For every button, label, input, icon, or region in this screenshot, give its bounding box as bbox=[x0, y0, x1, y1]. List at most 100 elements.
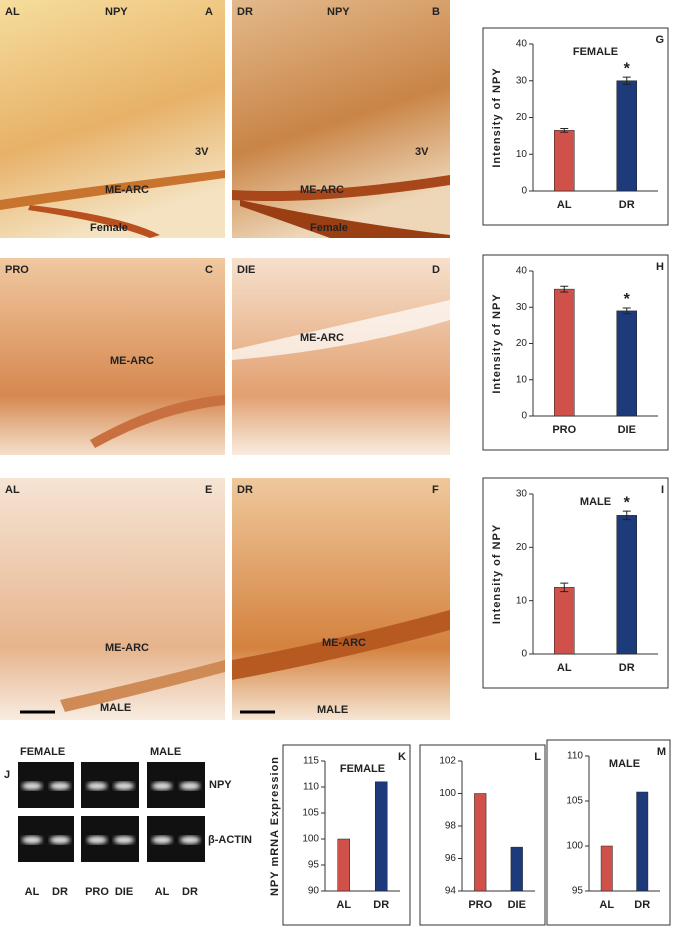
y-tick-label: 110 bbox=[303, 782, 319, 793]
y-tick-label: 110 bbox=[567, 751, 583, 762]
y-axis-label: NPY mRNA Expression bbox=[269, 756, 281, 896]
annotation: * bbox=[624, 494, 631, 511]
micrograph bbox=[232, 258, 450, 455]
annotation: * bbox=[624, 291, 631, 308]
y-axis-label: Intensity of NPY bbox=[491, 524, 503, 624]
panel-letter: H bbox=[656, 261, 664, 273]
y-tick-label: 105 bbox=[302, 808, 319, 819]
panel-letter: I bbox=[661, 484, 664, 496]
micrographs bbox=[0, 0, 450, 720]
micrograph-label: Female bbox=[90, 222, 128, 234]
y-tick-label: 30 bbox=[516, 302, 528, 313]
x-tick-label: AL bbox=[557, 199, 572, 211]
lane-label: DR bbox=[52, 886, 68, 898]
micrograph-label: ME-ARC bbox=[105, 642, 149, 654]
y-tick-label: 10 bbox=[516, 595, 528, 606]
x-tick-label: PRO bbox=[552, 424, 576, 436]
micrograph-label: AL bbox=[5, 484, 20, 496]
bar bbox=[554, 587, 575, 655]
lane-label: AL bbox=[25, 886, 40, 898]
gel-band bbox=[50, 782, 70, 790]
chart-title: FEMALE bbox=[573, 46, 618, 58]
y-tick-label: 94 bbox=[445, 886, 457, 897]
y-tick-label: 0 bbox=[521, 186, 527, 197]
bar bbox=[554, 288, 575, 417]
micrograph-label: MALE bbox=[100, 702, 131, 714]
y-tick-label: 98 bbox=[445, 821, 457, 832]
micrograph-label: F bbox=[432, 484, 439, 496]
micrograph-label: MALE bbox=[317, 704, 348, 716]
micrograph-label: Female bbox=[310, 222, 348, 234]
micrograph-label: ME-ARC bbox=[300, 184, 344, 196]
y-tick-label: 40 bbox=[516, 266, 528, 277]
micrograph-label: AL bbox=[5, 6, 20, 18]
error-bar bbox=[560, 582, 569, 593]
tissue-edge bbox=[28, 205, 160, 238]
micrograph bbox=[0, 258, 225, 455]
y-axis-label: Intensity of NPY bbox=[491, 67, 503, 167]
chart-frame bbox=[482, 477, 669, 689]
x-tick-label: DR bbox=[373, 899, 389, 911]
gel-band bbox=[50, 836, 70, 844]
gel-group: MALE bbox=[150, 746, 181, 758]
y-tick-label: 20 bbox=[516, 542, 528, 553]
chart-frame bbox=[482, 27, 669, 226]
panel-letter: L bbox=[534, 751, 541, 763]
lane-label: DR bbox=[182, 886, 198, 898]
y-tick-label: 40 bbox=[516, 39, 528, 50]
error-bar bbox=[622, 307, 631, 315]
micrograph-label: 3V bbox=[195, 146, 209, 158]
panel-letter: M bbox=[657, 746, 666, 758]
chart-title: FEMALE bbox=[340, 763, 385, 775]
chart-frame bbox=[546, 739, 671, 926]
micrograph bbox=[232, 478, 450, 720]
tissue-edge bbox=[90, 395, 225, 448]
y-tick-label: 100 bbox=[302, 834, 319, 845]
y-tick-label: 10 bbox=[516, 149, 528, 160]
error-bar bbox=[560, 285, 569, 293]
y-tick-label: 95 bbox=[308, 860, 320, 871]
micrograph-label: B bbox=[432, 6, 440, 18]
x-tick-label: DIE bbox=[618, 424, 636, 436]
gel-band bbox=[152, 836, 172, 844]
bar bbox=[337, 838, 350, 892]
gel-band bbox=[180, 836, 200, 844]
micrograph-label: ME-ARC bbox=[105, 184, 149, 196]
y-tick-label: 95 bbox=[572, 886, 584, 897]
y-tick-label: 115 bbox=[303, 756, 319, 767]
micrograph-label: E bbox=[205, 484, 212, 496]
gel-group: FEMALE bbox=[20, 746, 65, 758]
y-tick-label: 100 bbox=[566, 841, 583, 852]
error-bar bbox=[622, 510, 631, 521]
gel-band bbox=[87, 782, 107, 790]
tissue-edge bbox=[60, 660, 225, 712]
tissue-edge bbox=[240, 200, 450, 238]
gel-gene: NPY bbox=[209, 779, 232, 791]
gel-band bbox=[22, 782, 42, 790]
panel-letter: K bbox=[398, 751, 406, 763]
y-tick-label: 102 bbox=[439, 756, 456, 767]
y-tick-label: 10 bbox=[516, 374, 528, 385]
panel-letter: G bbox=[655, 34, 664, 46]
tissue-edge bbox=[0, 170, 225, 210]
annotation: * bbox=[624, 60, 631, 77]
x-tick-label: AL bbox=[557, 662, 572, 674]
gel-band bbox=[180, 782, 200, 790]
micrograph bbox=[0, 478, 225, 720]
x-tick-label: DR bbox=[619, 662, 635, 674]
x-tick-label: AL bbox=[599, 899, 614, 911]
x-tick-label: AL bbox=[336, 899, 351, 911]
bar bbox=[636, 791, 649, 892]
bar bbox=[554, 130, 575, 192]
ventricle bbox=[232, 300, 450, 360]
micrograph-label: 3V bbox=[415, 146, 429, 158]
gel-band bbox=[22, 836, 42, 844]
x-tick-label: PRO bbox=[468, 899, 492, 911]
y-tick-label: 0 bbox=[521, 649, 527, 660]
micrograph-label: DIE bbox=[237, 264, 255, 276]
micrograph-label: ME-ARC bbox=[110, 355, 154, 367]
micrograph-label: DR bbox=[237, 6, 253, 18]
bar bbox=[616, 310, 637, 417]
lane-label: AL bbox=[155, 886, 170, 898]
